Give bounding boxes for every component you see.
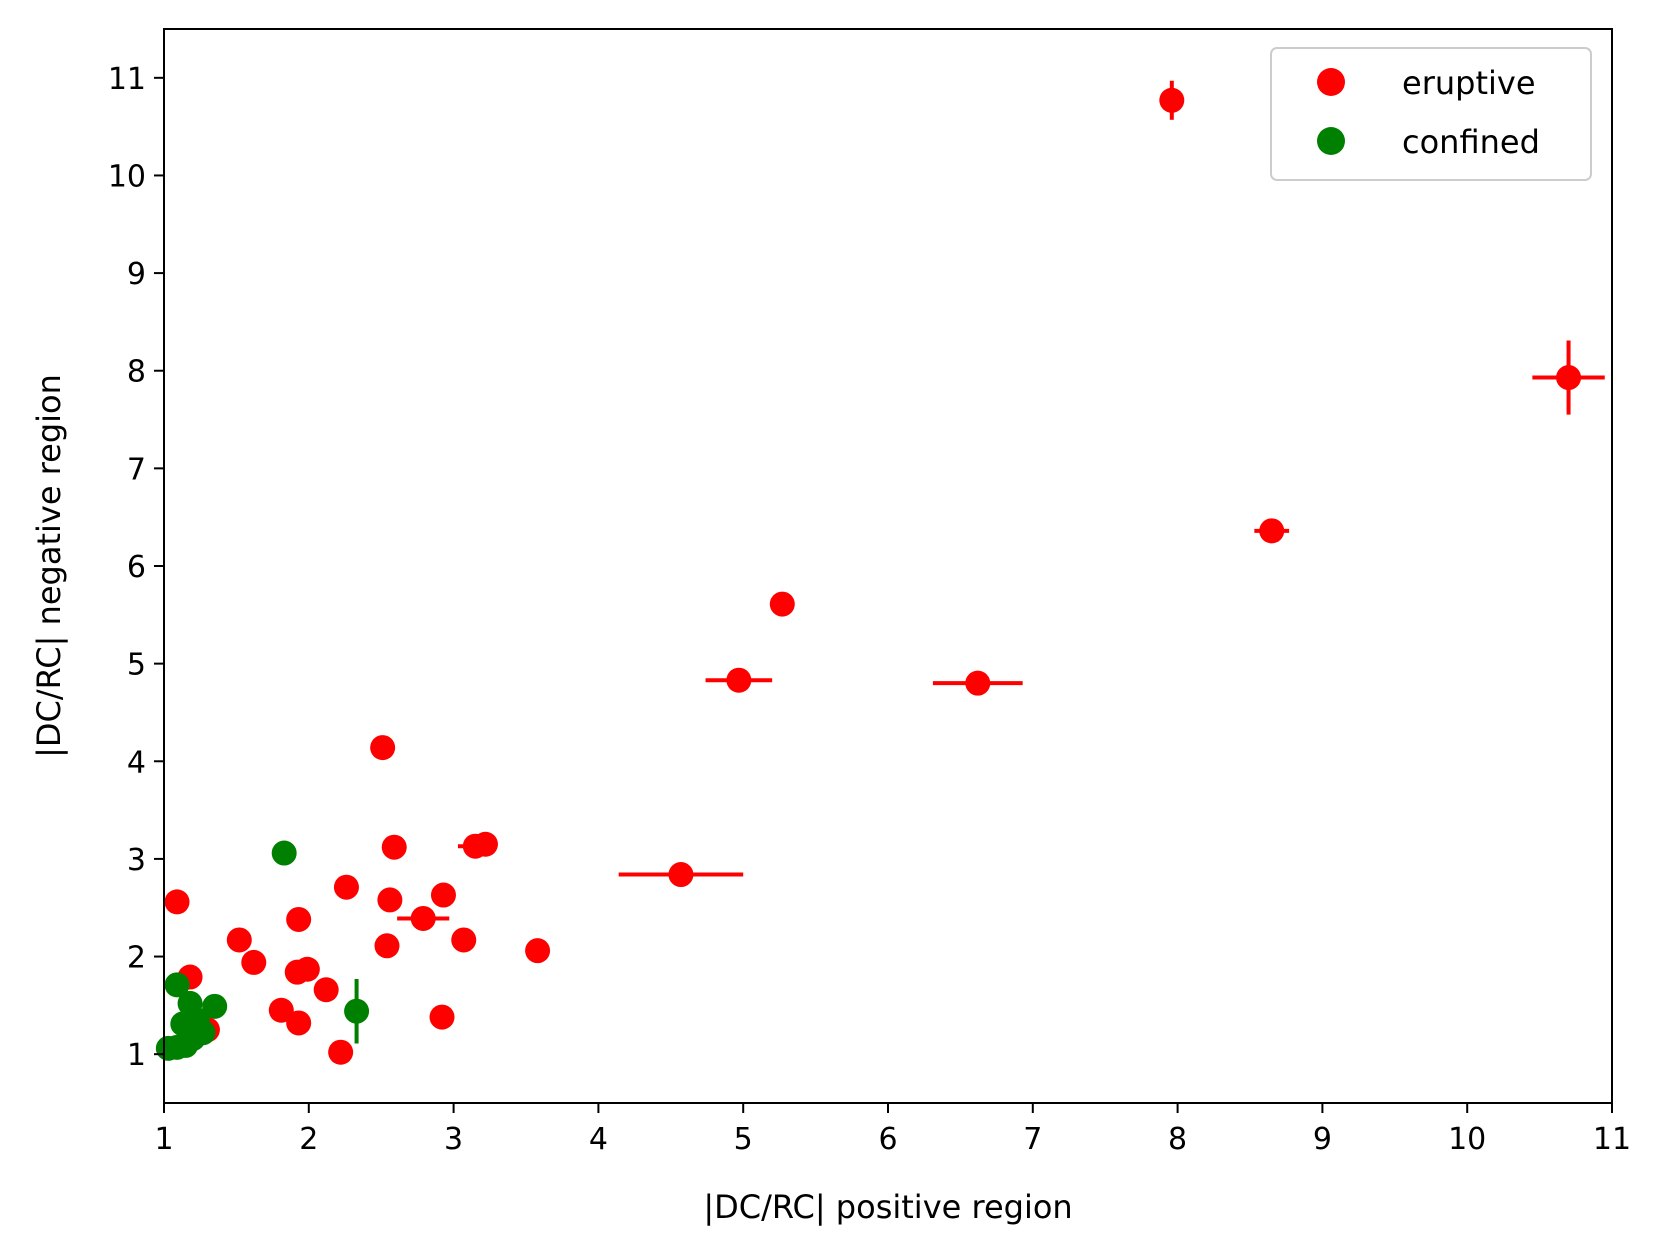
x-tick-label: 2 xyxy=(299,1122,318,1157)
x-tick-label: 4 xyxy=(589,1122,608,1157)
x-tick-label: 3 xyxy=(444,1122,463,1157)
plot-points xyxy=(155,80,1605,1065)
x-axis: 1 2 3 4 5 6 7 8 9 10 11 xyxy=(154,1103,1631,1157)
data-point-eruptive xyxy=(381,834,407,860)
y-tick-label: 1 xyxy=(127,1038,146,1073)
legend-label-confined: confined xyxy=(1402,123,1540,161)
y-axis: 1 2 3 4 5 6 7 8 9 10 11 xyxy=(108,62,164,1073)
legend-label-eruptive: eruptive xyxy=(1402,64,1536,102)
x-tick-label: 10 xyxy=(1448,1122,1486,1157)
data-point-confined xyxy=(271,840,297,866)
y-tick-label: 6 xyxy=(127,550,146,585)
x-tick-label: 1 xyxy=(154,1122,173,1157)
data-point-eruptive xyxy=(472,831,498,857)
data-point-eruptive xyxy=(410,905,436,931)
data-point-eruptive xyxy=(328,1039,354,1065)
data-point-confined xyxy=(164,1034,190,1060)
x-tick-label: 7 xyxy=(1023,1122,1042,1157)
data-point-eruptive xyxy=(164,889,190,915)
x-tick-label: 11 xyxy=(1593,1122,1631,1157)
legend-marker-eruptive xyxy=(1317,68,1345,96)
data-point-eruptive xyxy=(726,667,752,693)
data-point-eruptive xyxy=(965,670,991,696)
data-point-eruptive xyxy=(268,997,294,1023)
data-point-eruptive xyxy=(451,927,477,953)
y-tick-label: 5 xyxy=(127,648,146,683)
data-point-eruptive xyxy=(333,874,359,900)
x-tick-label: 8 xyxy=(1168,1122,1187,1157)
data-point-eruptive xyxy=(668,862,694,888)
data-point-eruptive xyxy=(226,927,252,953)
x-tick-label: 5 xyxy=(734,1122,753,1157)
legend-frame xyxy=(1270,47,1592,181)
data-point-eruptive xyxy=(769,591,795,617)
data-point-eruptive xyxy=(241,949,267,975)
y-tick-label: 3 xyxy=(127,843,146,878)
data-point-eruptive xyxy=(525,938,551,964)
data-point-eruptive xyxy=(370,735,396,761)
y-tick-label: 2 xyxy=(127,941,146,976)
data-point-confined xyxy=(164,972,190,998)
y-tick-label: 8 xyxy=(127,355,146,390)
data-point-eruptive xyxy=(294,956,320,982)
y-tick-label: 9 xyxy=(127,257,146,292)
data-point-eruptive xyxy=(430,882,456,908)
data-point-eruptive xyxy=(429,1004,455,1030)
data-point-eruptive xyxy=(286,1010,312,1036)
data-point-eruptive xyxy=(374,933,400,959)
y-axis-label: |DC/RC| negative region xyxy=(30,374,68,758)
data-point-confined xyxy=(202,993,228,1019)
x-tick-label: 9 xyxy=(1313,1122,1332,1157)
legend-marker-confined xyxy=(1317,127,1345,155)
data-point-eruptive xyxy=(313,977,339,1003)
x-axis-label: |DC/RC| positive region xyxy=(703,1188,1072,1226)
data-point-eruptive xyxy=(377,887,403,913)
data-point-eruptive xyxy=(1259,518,1285,544)
data-point-eruptive xyxy=(1159,87,1185,113)
x-tick-label: 6 xyxy=(878,1122,897,1157)
data-point-confined xyxy=(344,998,370,1024)
y-tick-label: 7 xyxy=(127,452,146,487)
y-tick-label: 10 xyxy=(108,159,146,194)
data-point-eruptive xyxy=(1556,365,1582,391)
y-tick-label: 4 xyxy=(127,745,146,780)
y-tick-label: 11 xyxy=(108,62,146,97)
data-point-eruptive xyxy=(286,906,312,932)
legend: eruptive confined xyxy=(1270,47,1592,181)
